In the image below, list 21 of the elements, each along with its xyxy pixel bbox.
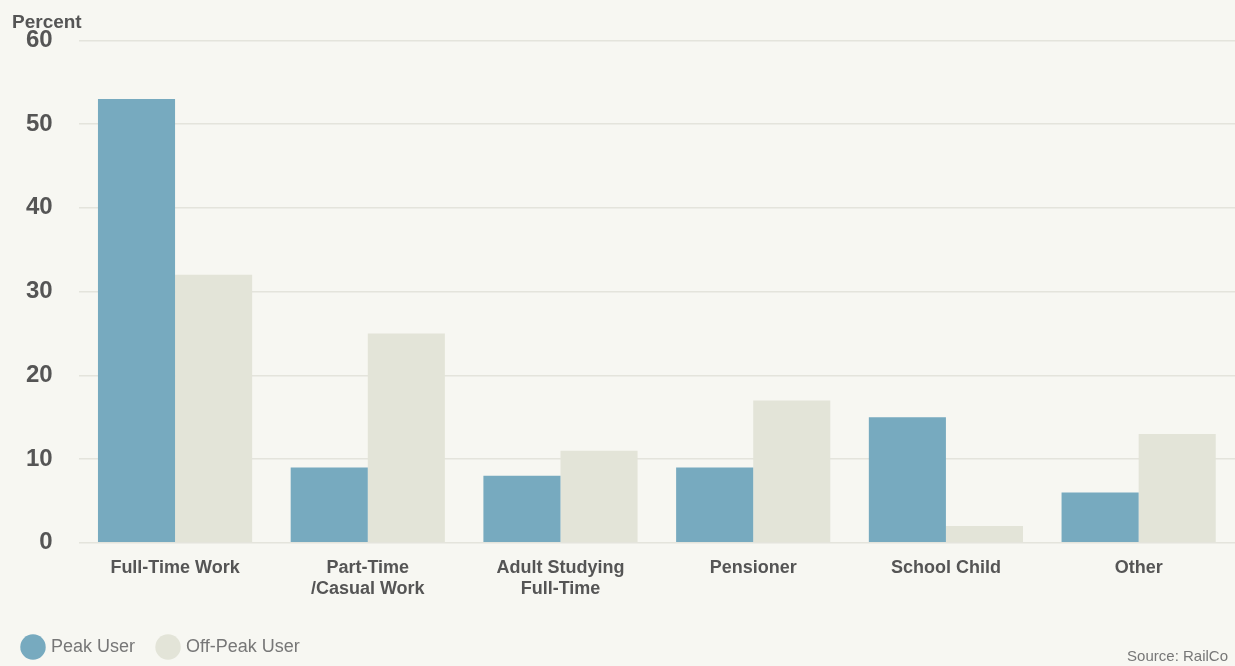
y-tick-label: 0 [39, 527, 53, 555]
legend-label: Peak User [51, 635, 136, 656]
y-tick-label: 30 [25, 276, 53, 304]
x-tick-label: Full-Time Work [110, 556, 241, 577]
y-tick-label: 20 [25, 359, 53, 387]
bar [290, 467, 368, 543]
x-tick-label: Pensioner [709, 556, 797, 577]
y-tick-label: 40 [25, 192, 53, 220]
bar [483, 475, 561, 543]
x-tick-label: School Child [890, 556, 1001, 577]
bar [1061, 492, 1139, 543]
x-tick-label: Other [1114, 556, 1163, 577]
x-tick-label: Adult Studying Full-Time [496, 556, 625, 599]
y-tick-label: 10 [25, 443, 53, 471]
bar [97, 99, 176, 543]
y-tick-label: 50 [25, 108, 53, 136]
bar [868, 417, 946, 543]
legend-label: Off-Peak User [186, 635, 300, 656]
source-note: Source: RailCo [1127, 646, 1228, 664]
x-tick-label: Part-Time /Casual Work [310, 556, 426, 599]
bar [676, 467, 754, 543]
